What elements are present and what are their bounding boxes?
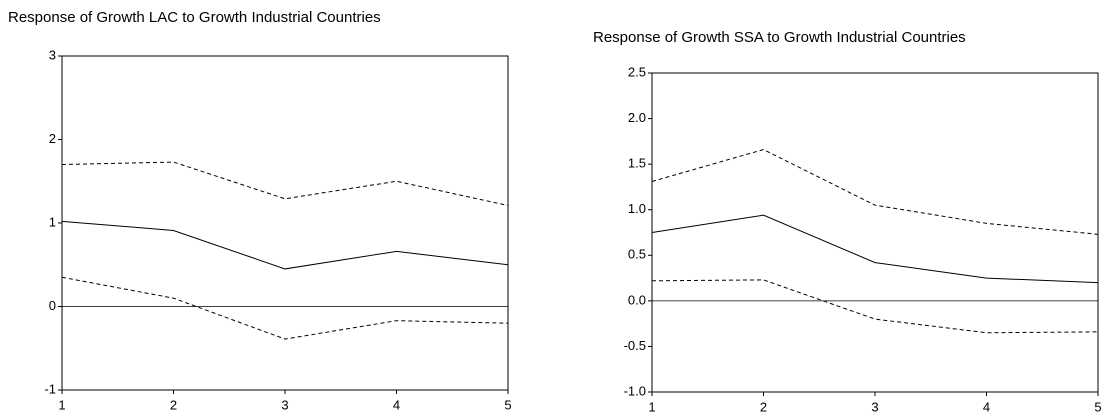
series-line bbox=[651, 149, 1099, 235]
y-tick-label: 0.5 bbox=[628, 247, 646, 262]
x-tick-label: 2 bbox=[170, 397, 177, 412]
y-tick-label: 1 bbox=[49, 214, 56, 229]
x-tick-label: 3 bbox=[281, 397, 288, 412]
y-tick-label: 2.5 bbox=[628, 64, 646, 79]
series-line bbox=[61, 161, 509, 206]
chart-title: Response of Growth LAC to Growth Industr… bbox=[8, 9, 381, 26]
x-tick-label: 3 bbox=[871, 399, 878, 414]
y-tick-label: -0.5 bbox=[624, 338, 646, 353]
x-tick-label: 2 bbox=[760, 399, 767, 414]
plot-frame bbox=[61, 55, 509, 391]
x-tick-label: 1 bbox=[58, 397, 65, 412]
y-tick-label: -1 bbox=[44, 381, 56, 396]
y-tick-label: 0.0 bbox=[628, 292, 646, 307]
x-tick-label: 5 bbox=[504, 397, 511, 412]
y-tick-label: 2.0 bbox=[628, 110, 646, 125]
y-tick-label: -1.0 bbox=[624, 383, 646, 398]
y-tick-label: 1.5 bbox=[628, 156, 646, 171]
series-line bbox=[651, 214, 1099, 284]
series-line bbox=[61, 276, 509, 340]
x-tick-label: 4 bbox=[393, 397, 400, 412]
x-tick-label: 4 bbox=[983, 399, 990, 414]
x-tick-label: 5 bbox=[1094, 399, 1101, 414]
y-tick-label: 0 bbox=[49, 298, 56, 313]
series-line bbox=[651, 279, 1099, 334]
y-tick-label: 2 bbox=[49, 131, 56, 146]
x-tick-label: 1 bbox=[648, 399, 655, 414]
y-tick-label: 1.0 bbox=[628, 201, 646, 216]
plot-frame bbox=[651, 72, 1099, 393]
y-tick-label: 3 bbox=[49, 47, 56, 62]
chart-title: Response of Growth SSA to Growth Industr… bbox=[593, 29, 966, 46]
series-line bbox=[61, 220, 509, 270]
